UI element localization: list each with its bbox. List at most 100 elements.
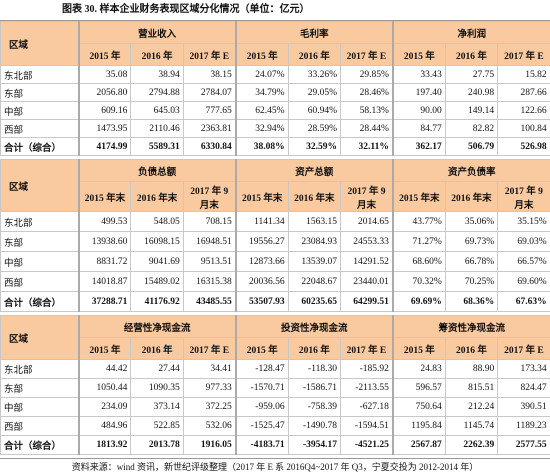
cell: 23084.93: [288, 232, 340, 252]
cell: 27.75: [445, 66, 497, 84]
group-header: 筹资性净现金流: [393, 316, 550, 338]
subheader: 2015 年末: [393, 182, 445, 212]
subheader: 2017 年 9 月末: [498, 182, 550, 212]
group-header: 经营性净现金流: [79, 316, 236, 338]
cell: 16948.51: [183, 232, 235, 252]
region-name: 中部: [1, 398, 79, 417]
subheader: 2016 年: [445, 338, 497, 360]
cell: 8831.72: [79, 252, 131, 272]
subheader: 2016 年: [131, 44, 183, 66]
cell: 20036.56: [236, 272, 288, 292]
cell: 70.25%: [445, 272, 497, 292]
cell: 777.65: [183, 102, 235, 120]
cell: 1189.23: [498, 417, 550, 436]
subheader: 2015 年: [236, 338, 288, 360]
header-row: 区域负债总额资产总额资产负债率: [1, 160, 550, 182]
region-name: 东部: [1, 232, 79, 252]
cell: 33.26%: [288, 66, 340, 84]
cell: 596.57: [393, 379, 445, 398]
cell: 2056.80: [79, 84, 131, 102]
cell: 64299.51: [340, 292, 392, 312]
cell: -118.30: [288, 360, 340, 379]
subheader: 2016 年: [288, 44, 340, 66]
cell: 38.08%: [236, 138, 288, 156]
subheader: 2015 年: [79, 338, 131, 360]
region-name: 合计（综合）: [1, 138, 79, 156]
cell: 16315.38: [183, 272, 235, 292]
region-name: 西部: [1, 272, 79, 292]
cell: 2363.81: [183, 120, 235, 138]
cell: 35.08: [79, 66, 131, 84]
group-header: 净利润: [393, 22, 550, 44]
cell: 1090.35: [131, 379, 183, 398]
group-header: 资产负债率: [393, 160, 550, 182]
cell: 28.46%: [340, 84, 392, 102]
cell: 34.41: [183, 360, 235, 379]
cell: 28.59%: [288, 120, 340, 138]
cell: -185.92: [340, 360, 392, 379]
cell: 2014.65: [340, 212, 392, 232]
subheader: 2016 年末: [445, 182, 497, 212]
group-header: 资产总额: [236, 160, 393, 182]
cell: 14018.87: [79, 272, 131, 292]
cell: 9041.69: [131, 252, 183, 272]
cell: 68.36%: [445, 292, 497, 312]
cell: 69.03%: [498, 232, 550, 252]
group-header: 投资性净现金流: [236, 316, 393, 338]
cell: 815.51: [445, 379, 497, 398]
region-name: 中部: [1, 252, 79, 272]
cell: 234.09: [79, 398, 131, 417]
cell: 35.15%: [498, 212, 550, 232]
cell: -128.47: [236, 360, 288, 379]
cell: 977.33: [183, 379, 235, 398]
cell: 548.05: [131, 212, 183, 232]
cell: 173.34: [498, 360, 550, 379]
cell: 609.16: [79, 102, 131, 120]
cell: 66.57%: [498, 252, 550, 272]
cell: 34.79%: [236, 84, 288, 102]
cell: -2113.55: [340, 379, 392, 398]
cell: -4521.25: [340, 436, 392, 455]
cell: 29.85%: [340, 66, 392, 84]
cell: 13539.07: [288, 252, 340, 272]
subheader: 2015 年末: [236, 182, 288, 212]
cell: 24.07%: [236, 66, 288, 84]
subheader: 2015 年末: [79, 182, 131, 212]
subheader: 2017 年 E: [340, 338, 392, 360]
region-name: 东北部: [1, 212, 79, 232]
cell: 44.42: [79, 360, 131, 379]
region-name: 东部: [1, 84, 79, 102]
region-name: 中部: [1, 102, 79, 120]
group-header: 负债总额: [79, 160, 236, 182]
region-name: 东北部: [1, 66, 79, 84]
cell: 53507.93: [236, 292, 288, 312]
cell: 750.64: [393, 398, 445, 417]
cell: -758.39: [288, 398, 340, 417]
cell: 5589.31: [131, 138, 183, 156]
cell: 84.77: [393, 120, 445, 138]
cell: -1594.51: [340, 417, 392, 436]
cell: 69.60%: [498, 272, 550, 292]
cell: -4183.71: [236, 436, 288, 455]
cell: 2262.39: [445, 436, 497, 455]
region-header: 区域: [1, 22, 79, 66]
cell: 71.27%: [393, 232, 445, 252]
cell: 66.78%: [445, 252, 497, 272]
region-header: 区域: [1, 160, 79, 212]
subheader: 2015 年: [236, 44, 288, 66]
source-note: 资料来源：wind 资讯，新世纪评级整理（2017 年 E 系 2016Q4~2…: [0, 458, 550, 475]
cell: -1525.47: [236, 417, 288, 436]
cell: 6330.84: [183, 138, 235, 156]
